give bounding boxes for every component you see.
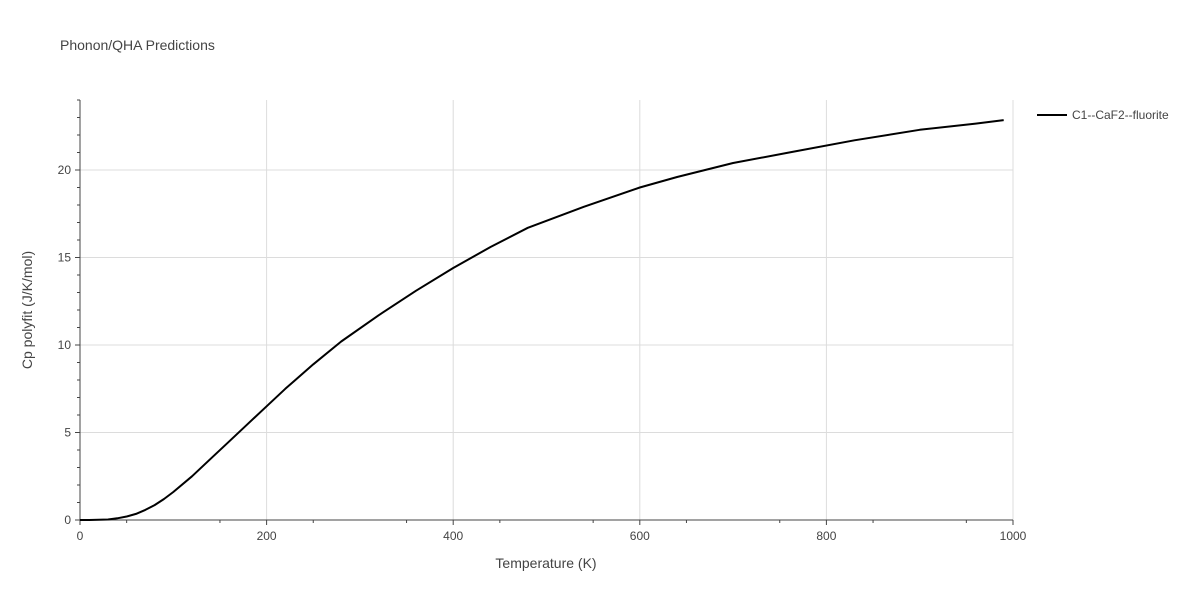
y-axis-title: Cp polyfit (J/K/mol) — [19, 251, 35, 369]
chart-title: Phonon/QHA Predictions — [60, 37, 215, 53]
x-tick-label: 600 — [630, 529, 650, 543]
x-tick-label: 200 — [257, 529, 277, 543]
y-tick-label: 10 — [58, 338, 72, 352]
x-tick-label: 1000 — [1000, 529, 1027, 543]
x-tick-label: 0 — [77, 529, 84, 543]
x-axis-title: Temperature (K) — [495, 555, 596, 571]
series-line[interactable] — [80, 119, 1004, 521]
x-tick-label: 400 — [443, 529, 463, 543]
y-tick-label: 5 — [64, 426, 71, 440]
series-layer — [80, 119, 1004, 521]
plot-background — [80, 100, 1013, 520]
y-axis-minor-ticks — [77, 99, 80, 503]
legend-item-label: C1--CaF2--fluorite — [1072, 108, 1169, 122]
y-tick-label: 0 — [64, 513, 71, 527]
x-axis-ticks: 0 200 400 600 800 1000 — [77, 520, 1027, 543]
y-tick-label: 20 — [58, 163, 72, 177]
grid-horizontal — [80, 169, 1013, 433]
y-axis-ticks: 0 5 10 15 20 — [58, 163, 80, 527]
x-axis-minor-ticks — [126, 520, 967, 523]
legend[interactable]: C1--CaF2--fluorite — [1037, 108, 1169, 122]
y-tick-label: 15 — [58, 251, 72, 265]
x-tick-label: 800 — [816, 529, 836, 543]
